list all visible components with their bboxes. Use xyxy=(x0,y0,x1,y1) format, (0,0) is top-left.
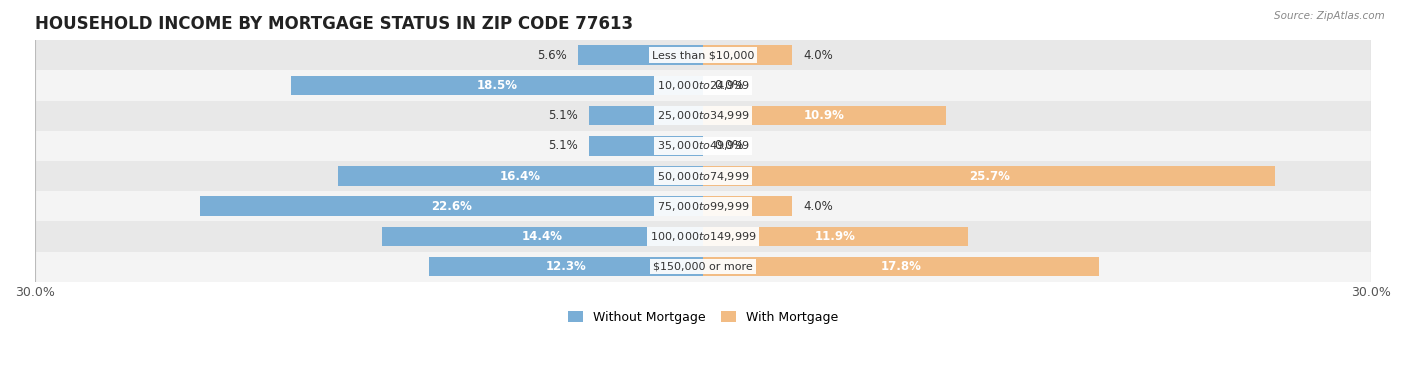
Bar xyxy=(703,45,792,65)
Bar xyxy=(429,257,703,276)
Bar xyxy=(35,221,1371,251)
Bar xyxy=(382,227,703,246)
Text: Less than $10,000: Less than $10,000 xyxy=(652,50,754,60)
Bar xyxy=(35,251,1371,282)
Text: $50,000 to $74,999: $50,000 to $74,999 xyxy=(657,170,749,182)
Bar xyxy=(703,227,967,246)
Text: 4.0%: 4.0% xyxy=(803,200,832,213)
Text: 12.3%: 12.3% xyxy=(546,260,586,273)
Text: Source: ZipAtlas.com: Source: ZipAtlas.com xyxy=(1274,11,1385,21)
Legend: Without Mortgage, With Mortgage: Without Mortgage, With Mortgage xyxy=(562,306,844,329)
Text: $35,000 to $49,999: $35,000 to $49,999 xyxy=(657,139,749,152)
Bar xyxy=(35,131,1371,161)
Bar xyxy=(200,196,703,216)
Text: 5.1%: 5.1% xyxy=(548,139,578,152)
Bar xyxy=(337,166,703,186)
Text: 4.0%: 4.0% xyxy=(803,49,832,62)
Text: 5.1%: 5.1% xyxy=(548,109,578,122)
Text: 18.5%: 18.5% xyxy=(477,79,517,92)
Bar xyxy=(578,45,703,65)
Text: 5.6%: 5.6% xyxy=(537,49,567,62)
Bar xyxy=(291,76,703,95)
Text: 25.7%: 25.7% xyxy=(969,170,1010,182)
Text: HOUSEHOLD INCOME BY MORTGAGE STATUS IN ZIP CODE 77613: HOUSEHOLD INCOME BY MORTGAGE STATUS IN Z… xyxy=(35,15,633,33)
Text: $75,000 to $99,999: $75,000 to $99,999 xyxy=(657,200,749,213)
Bar xyxy=(589,106,703,126)
Text: 0.0%: 0.0% xyxy=(714,139,744,152)
Text: 11.9%: 11.9% xyxy=(815,230,856,243)
Text: 0.0%: 0.0% xyxy=(714,79,744,92)
Bar xyxy=(35,70,1371,101)
Text: 17.8%: 17.8% xyxy=(880,260,921,273)
Bar xyxy=(589,136,703,156)
Text: 14.4%: 14.4% xyxy=(522,230,564,243)
Bar xyxy=(35,101,1371,131)
Text: $10,000 to $24,999: $10,000 to $24,999 xyxy=(657,79,749,92)
Bar xyxy=(35,40,1371,70)
Text: $25,000 to $34,999: $25,000 to $34,999 xyxy=(657,109,749,122)
Bar xyxy=(35,191,1371,221)
Text: 10.9%: 10.9% xyxy=(804,109,845,122)
Bar xyxy=(703,257,1099,276)
Bar xyxy=(35,161,1371,191)
Bar xyxy=(703,196,792,216)
Bar xyxy=(703,166,1275,186)
Text: $100,000 to $149,999: $100,000 to $149,999 xyxy=(650,230,756,243)
Bar xyxy=(703,106,946,126)
Text: 16.4%: 16.4% xyxy=(501,170,541,182)
Text: $150,000 or more: $150,000 or more xyxy=(654,262,752,272)
Text: 22.6%: 22.6% xyxy=(430,200,472,213)
